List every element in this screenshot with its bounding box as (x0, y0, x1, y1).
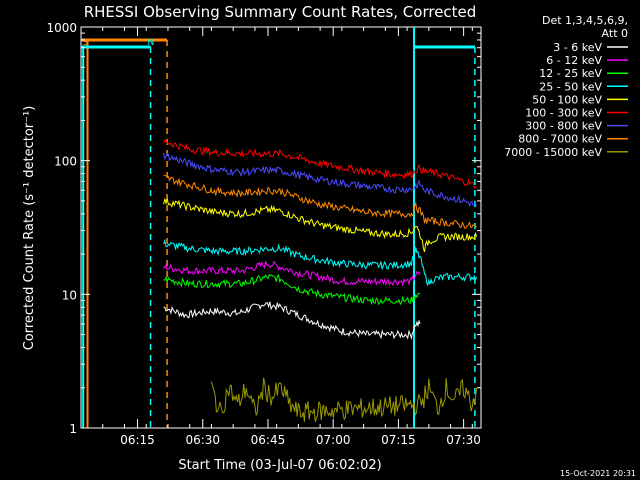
legend-label: 100 - 300 keV (525, 107, 602, 120)
legend-label: 800 - 7000 keV (518, 133, 602, 146)
series-line-7 (163, 174, 477, 230)
legend-label: 12 - 25 keV (539, 67, 602, 80)
y-tick-label: 100 (54, 155, 77, 169)
x-tick-label: 06:15 (120, 433, 155, 447)
plot-frame-group (80, 26, 482, 429)
legend-label: 7000 - 15000 keV (504, 146, 602, 159)
chart-title: RHESSI Observing Summary Count Rates, Co… (84, 3, 477, 21)
x-tick-label: 07:00 (316, 433, 351, 447)
series-line-8 (210, 377, 478, 422)
y-tick-label: 1000 (46, 21, 77, 35)
footer-timestamp: 15-Oct-2021 20:31 (560, 469, 636, 478)
legend-label: 50 - 100 keV (532, 93, 602, 106)
flag-label: S (82, 38, 88, 48)
legend-label: 6 - 12 keV (546, 54, 602, 67)
legend-label: 300 - 800 keV (525, 120, 602, 133)
plot-frame (80, 26, 482, 429)
x-tick-label: 07:30 (446, 433, 481, 447)
y-tick-label: 10 (62, 288, 77, 302)
series-line-3 (163, 238, 478, 287)
series-line-5 (163, 139, 478, 189)
x-tick-label: 06:45 (251, 433, 286, 447)
legend-label: 25 - 50 keV (539, 80, 602, 93)
axis-ticks: 1 10 100 1000 06:15 06:30 06:45 07:00 07:15 07:30 (46, 21, 481, 447)
series-line-2 (163, 274, 421, 306)
series-layer (163, 139, 478, 422)
flag-label: N (148, 38, 155, 48)
series-line-1 (163, 260, 421, 287)
x-tick-label: 07:15 (381, 433, 416, 447)
legend-label: 3 - 6 keV (553, 41, 602, 54)
series-line-0 (163, 301, 421, 340)
x-tick-label: 06:30 (185, 433, 220, 447)
x-axis-label: Start Time (03-Jul-07 06:02:02) (178, 458, 381, 473)
legend-header-line-2: Att 0 (602, 27, 628, 40)
y-tick-label: 1 (69, 422, 77, 436)
legend-header-line-1: Det 1,3,4,5,6,9, (542, 14, 628, 27)
series-line-6 (163, 152, 478, 208)
series-line-4 (163, 198, 478, 252)
y-axis-label: Corrected Count Rate (s⁻¹ detector⁻¹) (22, 106, 37, 351)
